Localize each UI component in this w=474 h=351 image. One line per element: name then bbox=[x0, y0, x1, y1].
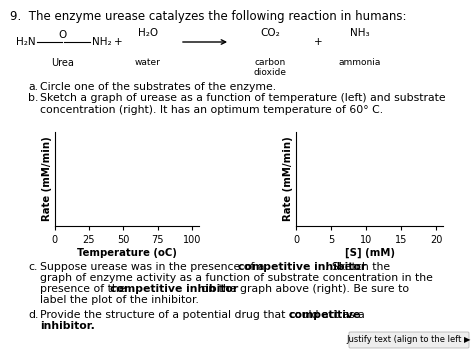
Text: inhibitor.: inhibitor. bbox=[40, 321, 95, 331]
Text: d.: d. bbox=[28, 310, 38, 320]
Text: H₂O: H₂O bbox=[138, 28, 158, 38]
Text: NH₃: NH₃ bbox=[350, 28, 370, 38]
Text: Suppose urease was in the presence of a: Suppose urease was in the presence of a bbox=[40, 262, 268, 272]
Text: NH₂: NH₂ bbox=[92, 37, 111, 47]
Text: Urea: Urea bbox=[52, 58, 74, 68]
X-axis label: Temperature (oC): Temperature (oC) bbox=[77, 248, 177, 258]
Text: CO₂: CO₂ bbox=[260, 28, 280, 38]
Text: c.: c. bbox=[28, 262, 37, 272]
Text: carbon
dioxide: carbon dioxide bbox=[254, 58, 286, 78]
Text: competitive: competitive bbox=[289, 310, 361, 320]
Text: competitive inhibitor: competitive inhibitor bbox=[110, 284, 238, 294]
Text: . Sketch the: . Sketch the bbox=[325, 262, 390, 272]
Y-axis label: Rate (mM/min): Rate (mM/min) bbox=[283, 137, 293, 221]
Text: +: + bbox=[114, 37, 122, 47]
Text: +: + bbox=[314, 37, 322, 47]
Text: on the graph above (right). Be sure to: on the graph above (right). Be sure to bbox=[198, 284, 409, 294]
Y-axis label: Rate (mM/min): Rate (mM/min) bbox=[42, 137, 52, 221]
Text: water: water bbox=[135, 58, 161, 67]
Text: H₂N: H₂N bbox=[17, 37, 36, 47]
Text: O: O bbox=[59, 30, 67, 40]
Text: graph of enzyme activity as a function of substrate concentration in the: graph of enzyme activity as a function o… bbox=[40, 273, 433, 283]
Text: ammonia: ammonia bbox=[339, 58, 381, 67]
Text: 9.  The enzyme urease catalyzes the following reaction in humans:: 9. The enzyme urease catalyzes the follo… bbox=[10, 10, 407, 23]
Text: Justify text (align to the left ▶: Justify text (align to the left ▶ bbox=[347, 336, 471, 344]
Text: presence of the: presence of the bbox=[40, 284, 129, 294]
Text: competitive inhibitor: competitive inhibitor bbox=[238, 262, 366, 272]
Text: label the plot of the inhibitor.: label the plot of the inhibitor. bbox=[40, 295, 199, 305]
X-axis label: [S] (mM): [S] (mM) bbox=[345, 248, 395, 258]
Text: a.: a. bbox=[28, 82, 38, 92]
Text: Circle one of the substrates of the enzyme.: Circle one of the substrates of the enzy… bbox=[40, 82, 276, 92]
Text: Provide the structure of a potential drug that could act as a: Provide the structure of a potential dru… bbox=[40, 310, 368, 320]
Text: b.: b. bbox=[28, 93, 38, 103]
FancyBboxPatch shape bbox=[349, 332, 469, 348]
Text: Sketch a graph of urease as a function of temperature (left) and substrate
conce: Sketch a graph of urease as a function o… bbox=[40, 93, 446, 114]
